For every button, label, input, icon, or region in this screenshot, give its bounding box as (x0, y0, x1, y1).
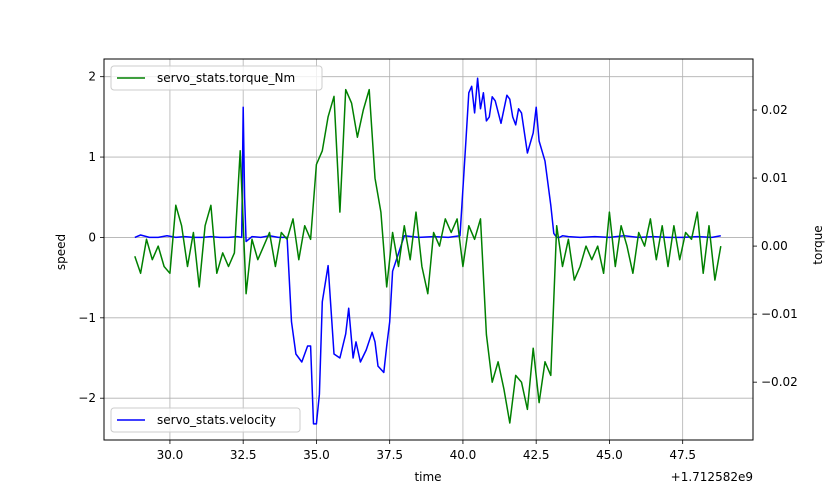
x-tick-label: 47.5 (669, 448, 696, 462)
legend-velocity-label: servo_stats.velocity (157, 413, 276, 427)
right-y-axis-label: torque (811, 225, 825, 264)
x-tick-label: 30.0 (157, 448, 184, 462)
x-axis-label: time (414, 470, 441, 484)
left-y-axis-ticks: −2 −1 0 1 2 (78, 70, 104, 405)
right-y-tick-label: 0.00 (761, 239, 788, 253)
legend-torque: servo_stats.torque_Nm (110, 65, 323, 91)
series-lines (134, 77, 722, 425)
right-y-tick-label: −0.01 (761, 307, 798, 321)
plot-frame (103, 58, 754, 441)
left-y-axis-label: speed (54, 234, 68, 270)
right-y-axis-ticks: −0.02 −0.01 0.00 0.01 0.02 (753, 103, 798, 389)
left-y-tick-label: 2 (88, 70, 96, 84)
x-tick-label: 35.0 (303, 448, 330, 462)
left-y-tick-label: 0 (88, 230, 96, 244)
x-tick-label: 32.5 (230, 448, 257, 462)
legend-velocity-box (110, 407, 301, 433)
left-y-tick-label: −1 (78, 311, 96, 325)
right-y-tick-label: 0.01 (761, 171, 788, 185)
legend-torque-box (110, 65, 323, 91)
legend-velocity: servo_stats.velocity (110, 407, 301, 433)
torque-series-line (134, 88, 722, 424)
left-y-tick-label: 1 (88, 150, 96, 164)
velocity-series-line (134, 77, 721, 425)
x-tick-label: 37.5 (376, 448, 403, 462)
legend-torque-label: servo_stats.torque_Nm (157, 71, 295, 85)
left-y-tick-label: −2 (78, 391, 96, 405)
x-tick-label: 45.0 (596, 448, 623, 462)
right-y-tick-label: 0.02 (761, 103, 788, 117)
x-axis-ticks: 30.0 32.5 35.0 37.5 40.0 42.5 45.0 47.5 (157, 440, 696, 462)
x-tick-label: 42.5 (523, 448, 550, 462)
grid-lines (104, 59, 753, 440)
right-y-tick-label: −0.02 (761, 375, 798, 389)
x-tick-label: 40.0 (450, 448, 477, 462)
x-offset-label: +1.712582e9 (671, 470, 753, 484)
